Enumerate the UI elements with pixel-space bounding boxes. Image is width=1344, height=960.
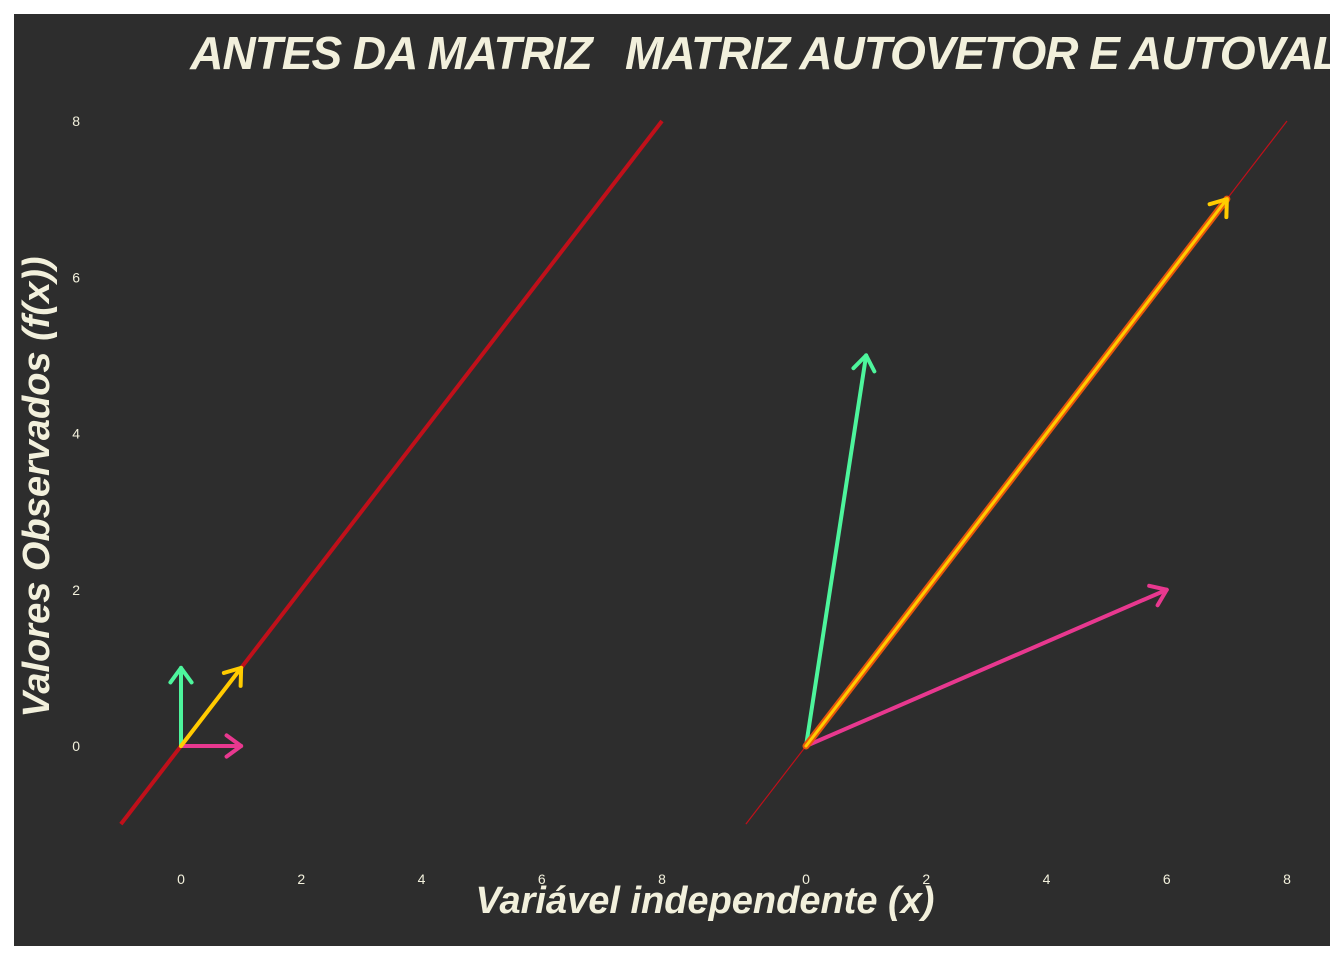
y-tick-label: 4 — [72, 426, 80, 442]
x-tick-label: 0 — [177, 871, 185, 887]
x-tick-label: 2 — [297, 871, 305, 887]
figure: ANTES DA MATRIZ MATRIZ AUTOVETOR E AUTOV… — [14, 14, 1330, 946]
vector-arrow — [802, 195, 1231, 750]
y-tick-label: 6 — [72, 269, 80, 285]
x-tick-label: 4 — [1043, 871, 1051, 887]
plot-background — [14, 14, 1330, 946]
vector-head — [168, 665, 194, 685]
y-axis-title: Valores Observados (f(x)) — [16, 256, 58, 717]
vector-head — [1147, 583, 1169, 608]
x-tick-label: 8 — [658, 871, 666, 887]
chart-canvas: ANTES DA MATRIZ MATRIZ AUTOVETOR E AUTOV… — [14, 14, 1330, 946]
y-tick-label: 0 — [72, 738, 80, 754]
right-panel-title: MATRIZ AUTOVETOR E AUTOVALOR — [625, 27, 1330, 79]
vector-shaft — [804, 353, 869, 748]
vector-arrow — [804, 583, 1169, 748]
vector-arrow — [179, 665, 244, 748]
y-tick-label: 2 — [72, 582, 80, 598]
left-panel-title: ANTES DA MATRIZ — [189, 27, 594, 79]
vector-arrow — [804, 353, 877, 748]
vector-head — [1207, 197, 1229, 220]
x-tick-label: 6 — [1163, 871, 1171, 887]
vector-shaft — [804, 197, 1229, 748]
vector-arrow — [179, 733, 244, 759]
vector-head — [224, 733, 244, 759]
x-tick-label: 6 — [538, 871, 546, 887]
x-tick-label: 0 — [802, 871, 810, 887]
y-tick-label: 8 — [72, 113, 80, 129]
x-tick-label: 2 — [922, 871, 930, 887]
left-panel: 0 2 4 6 8 0 2 4 6 8 — [72, 113, 666, 887]
x-tick-label: 8 — [1283, 871, 1291, 887]
vector-shaft — [804, 587, 1169, 748]
vector-shaft — [179, 665, 244, 748]
x-tick-label: 4 — [418, 871, 426, 887]
vector-arrow — [168, 665, 194, 748]
vector-head — [221, 665, 244, 688]
x-axis-title: Variável independente (x) — [476, 880, 935, 922]
vector-head — [851, 353, 877, 374]
right-panel: 0 2 4 6 8 — [745, 120, 1291, 887]
